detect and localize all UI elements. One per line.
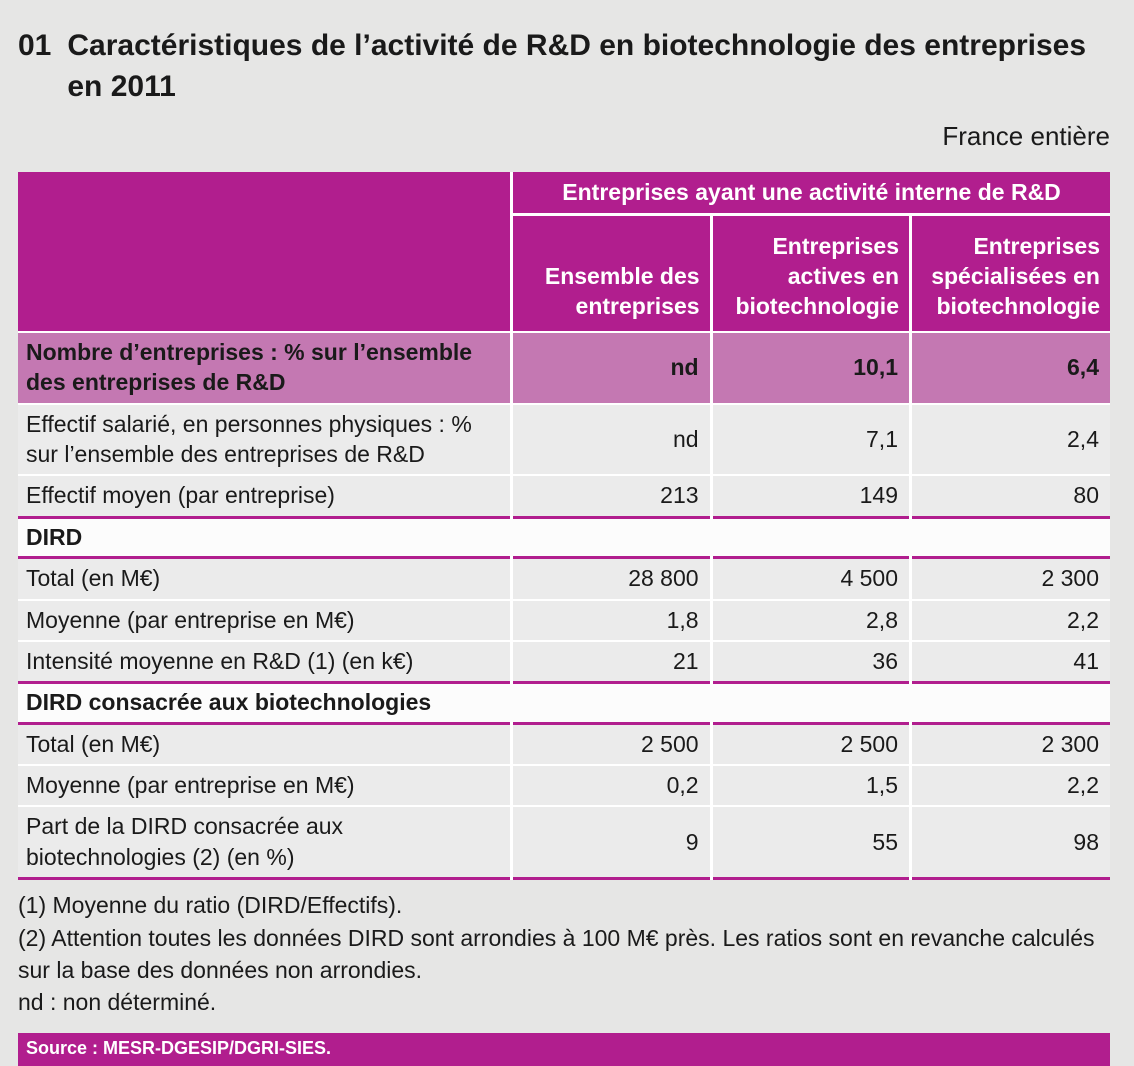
row-value: 10,1 (711, 332, 913, 404)
row-label: Part de la DIRD consacrée aux biotechnol… (18, 806, 514, 879)
row-label: Total (en M€) (18, 723, 514, 765)
row-value: 98 (910, 806, 1110, 879)
row-value: 36 (711, 640, 913, 683)
table-body: Nombre d’entreprises : % sur l’ensemble … (18, 332, 1110, 879)
header-span-cell: Entreprises ayant une activité interne d… (511, 172, 1110, 216)
row-value: 55 (711, 806, 913, 879)
row-value: 2,8 (711, 599, 913, 641)
region-label: France entière (942, 121, 1110, 151)
row-value: nd (511, 332, 713, 404)
table-row: Effectif moyen (par entreprise) 213 149 80 (18, 475, 1110, 518)
column-header-specialisees: Entreprises spécialisées en biotechnolog… (910, 214, 1110, 334)
row-value: 149 (711, 475, 913, 518)
table-header: Entreprises ayant une activité interne d… (18, 172, 1110, 334)
row-label: Effectif salarié, en personnes physiques… (18, 403, 514, 476)
table-row: Nombre d’entreprises : % sur l’ensemble … (18, 332, 1110, 404)
row-value: 2,2 (910, 765, 1110, 807)
statistics-table: Entreprises ayant une activité interne d… (18, 172, 1110, 881)
column-header-ensemble: Ensemble des entreprises (511, 214, 713, 334)
row-value: 80 (910, 475, 1110, 518)
row-value: 6,4 (910, 332, 1110, 404)
row-value: 2,2 (910, 599, 1110, 641)
row-label: Nombre d’entreprises : % sur l’ensemble … (18, 332, 514, 404)
source-bar: Source : MESR-DGESIP/DGRI-SIES. (18, 1033, 1110, 1066)
footnote-1: (1) Moyenne du ratio (DIRD/Effectifs). (18, 892, 403, 919)
row-label: Total (en M€) (18, 557, 514, 600)
row-value: 0,2 (511, 765, 713, 807)
table-row: Effectif salarié, en personnes physiques… (18, 403, 1110, 476)
figure-number: 01 (18, 29, 52, 62)
column-header-actives: Entreprises actives en biotechnologie (711, 214, 913, 334)
table-row: Intensité moyenne en R&D (1) (en k€) 21 36… (18, 640, 1110, 683)
row-value: 2,4 (910, 403, 1110, 476)
section-row: DIRD (18, 517, 1110, 558)
row-value: 2 500 (511, 723, 713, 765)
header-corner-cell (18, 172, 514, 333)
footnote-2: (2) Attention toutes les données DIRD so… (18, 924, 1095, 983)
row-label: Intensité moyenne en R&D (1) (en k€) (18, 640, 514, 683)
section-label: DIRD consacrée aux biotechnologies (18, 682, 1110, 724)
table-row: Moyenne (par entreprise en M€) 1,8 2,8 2,2 (18, 599, 1110, 641)
table-row: Total (en M€) 2 500 2 500 2 300 (18, 723, 1110, 765)
figure-title: Caractéristiques de l’activité de R&D en… (67, 29, 1087, 103)
row-value: nd (511, 403, 713, 476)
row-value: 7,1 (711, 403, 913, 476)
footnote-nd: nd : non déterminé. (18, 989, 217, 1016)
row-label: Moyenne (par entreprise en M€) (18, 599, 514, 641)
table-row: Total (en M€) 28 800 4 500 2 300 (18, 557, 1110, 600)
table-row: Moyenne (par entreprise en M€) 0,2 1,5 2,2 (18, 765, 1110, 807)
footnotes: (1) Moyenne du ratio (DIRD/Effectifs). (… (18, 890, 1110, 1019)
row-value: 2 300 (910, 723, 1110, 765)
row-value: 213 (511, 475, 713, 518)
row-value: 28 800 (511, 557, 713, 600)
row-value: 2 500 (711, 723, 913, 765)
row-value: 41 (910, 640, 1110, 683)
figure-title-block: 01 Caractéristiques de l’activité de R&D… (18, 26, 1112, 107)
row-value: 1,8 (511, 599, 713, 641)
row-label: Moyenne (par entreprise en M€) (18, 765, 514, 807)
row-value: 4 500 (711, 557, 913, 600)
row-value: 1,5 (711, 765, 913, 807)
section-label: DIRD (18, 517, 1110, 558)
table-row: Part de la DIRD consacrée aux biotechnol… (18, 806, 1110, 879)
row-value: 2 300 (910, 557, 1110, 600)
row-label: Effectif moyen (par entreprise) (18, 475, 514, 518)
section-row: DIRD consacrée aux biotechnologies (18, 682, 1110, 724)
row-value: 21 (511, 640, 713, 683)
row-value: 9 (511, 806, 713, 879)
